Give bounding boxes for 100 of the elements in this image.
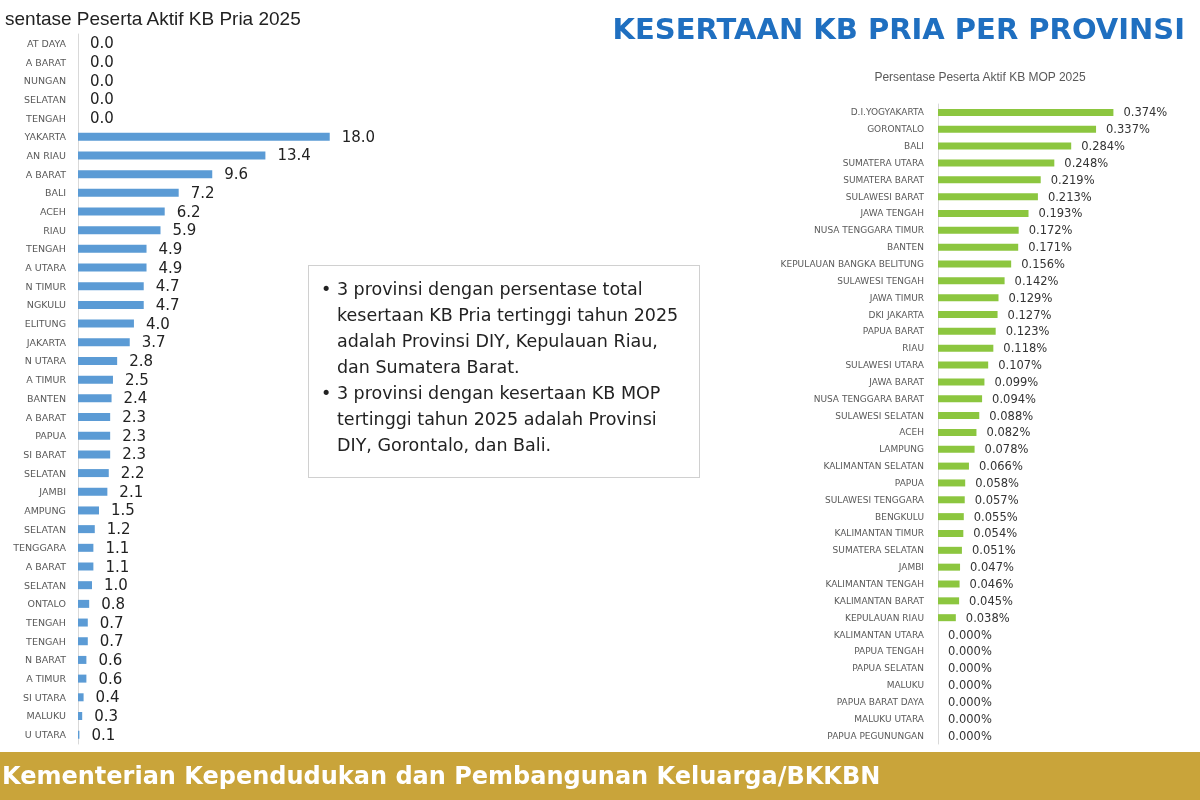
bar: [78, 543, 94, 552]
data-label: 0.8: [101, 594, 126, 613]
y-tick-label: BENGKULU: [875, 511, 924, 522]
bar: [78, 487, 108, 496]
y-tick-label: A BARAT: [25, 168, 67, 180]
y-tick-label: KALIMANTAN TIMUR: [834, 528, 924, 539]
bar: [938, 395, 983, 403]
bar: [78, 151, 266, 160]
y-tick-label: A BARAT: [25, 56, 67, 68]
y-tick-label: TENGAH: [25, 112, 66, 124]
y-tick-label: MALUKU: [26, 710, 67, 722]
data-label: 0.000%: [948, 711, 992, 726]
y-tick-label: PAPUA PEGUNUNGAN: [827, 730, 924, 741]
y-tick-label: TENGAH: [25, 243, 66, 255]
data-label: 0.193%: [1038, 206, 1083, 221]
data-label: 1.5: [110, 501, 135, 520]
bar: [78, 394, 112, 403]
data-label: 0.129%: [1008, 290, 1053, 305]
data-label: 4.0: [145, 314, 170, 333]
bar: [78, 188, 179, 197]
y-tick-label: A TIMUR: [26, 673, 67, 685]
y-tick-label: A BARAT: [25, 561, 67, 572]
bar: [938, 428, 977, 436]
chart-title: Persentase Peserta Aktif KB MOP 2025: [874, 70, 1086, 84]
bar: [938, 243, 1019, 251]
y-tick-label: PAPUA BARAT: [862, 326, 925, 337]
bar: [938, 311, 998, 319]
bar: [938, 563, 961, 571]
y-tick-label: SUMATERA BARAT: [843, 174, 925, 185]
bar: [78, 375, 113, 384]
y-tick-label: KEPULAUAN RIAU: [845, 612, 924, 623]
bar: [78, 525, 95, 534]
data-label: 2.4: [123, 389, 148, 408]
bar: [938, 226, 1019, 234]
data-label: 2.8: [129, 351, 154, 370]
bar: [938, 496, 965, 504]
y-tick-label: LAMPUNG: [879, 444, 925, 455]
y-tick-label: PAPUA SELATAN: [852, 663, 924, 674]
data-label: 0.107%: [998, 358, 1043, 373]
y-tick-label: N BARAT: [25, 654, 67, 666]
y-tick-label: KALIMANTAN UTARA: [833, 629, 925, 640]
bar: [78, 300, 144, 309]
data-label: 0.142%: [1014, 273, 1059, 288]
data-label: 1.0: [103, 576, 128, 595]
bar: [938, 529, 964, 537]
y-tick-label: SUMATERA SELATAN: [832, 545, 924, 556]
data-label: 0.078%: [984, 442, 1029, 457]
data-label: 0.248%: [1064, 155, 1109, 170]
bar: [78, 637, 88, 646]
bar: [938, 614, 956, 622]
data-label: 0.000%: [948, 644, 992, 659]
text: KESERTAAN KB PRIA PER PROVINSI: [611, 12, 1185, 46]
y-tick-label: BANTEN: [26, 392, 66, 404]
y-tick-label: SULAWESI UTARA: [845, 360, 925, 371]
bar: [938, 193, 1038, 201]
y-tick-label: NUSA TENGGARA TIMUR: [814, 225, 924, 236]
data-label: 2.1: [119, 482, 144, 501]
y-tick-label: ACEH: [899, 427, 924, 438]
data-label: 0.055%: [973, 509, 1018, 524]
bar: [938, 361, 989, 369]
data-label: 1.2: [106, 520, 131, 539]
y-tick-label: KALIMANTAN BARAT: [834, 595, 925, 606]
y-tick-label: AN RIAU: [26, 149, 67, 161]
y-tick-label: A UTARA: [25, 262, 67, 274]
y-tick-label: GORONTALO: [867, 124, 924, 135]
data-label: 2.5: [124, 370, 149, 389]
bar: [938, 159, 1055, 167]
annotation: • 3 provinsi dengan persentase total kesertaan KB Pria tertinggi tahun 2025 adalah Provinsi DIY, Kepulauan Riau, dan Sumatera Barat.: [321, 278, 680, 379]
bar: [78, 263, 147, 272]
bar: [938, 546, 962, 554]
bar: [78, 693, 84, 702]
data-label: 0.0: [90, 53, 114, 72]
y-tick-label: PAPUA TENGAH: [854, 646, 924, 657]
y-tick-label: ONTALO: [27, 598, 66, 610]
y-tick-label: TENGGARA: [12, 542, 67, 554]
data-label: 18.0: [341, 127, 376, 146]
data-label: 0.219%: [1050, 172, 1095, 187]
y-tick-label: NGKULU: [26, 299, 67, 311]
data-label: 0.172%: [1028, 223, 1073, 238]
data-label: 5.9: [172, 221, 197, 240]
data-label: 0.6: [98, 650, 123, 669]
y-tick-label: KALIMANTAN SELATAN: [823, 461, 924, 472]
data-label: 0.088%: [989, 408, 1034, 423]
bar: [78, 599, 90, 608]
bar: [938, 412, 980, 420]
y-tick-label: BALI: [904, 141, 924, 152]
y-tick-label: JAWA TIMUR: [868, 292, 924, 303]
bar: [938, 445, 975, 453]
y-tick-label: KEPULAUAN BANGKA BELITUNG: [780, 259, 925, 269]
data-label: 9.6: [224, 165, 249, 184]
data-label: 0.000%: [948, 728, 992, 743]
y-tick-label: BALI: [44, 187, 66, 199]
data-label: 0.156%: [1021, 257, 1066, 271]
bar: [78, 581, 92, 590]
annotation: • 3 provinsi dengan kesertaan KB MOP tertinggi tahun 2025 adalah Provinsi DIY, Gorontalo, dan Bali.: [321, 382, 662, 457]
data-label: 0.118%: [1003, 341, 1048, 356]
bar: [938, 294, 999, 302]
bar: [938, 378, 985, 386]
y-tick-label: PAPUA: [35, 430, 67, 442]
data-label: 0.038%: [965, 610, 1010, 625]
